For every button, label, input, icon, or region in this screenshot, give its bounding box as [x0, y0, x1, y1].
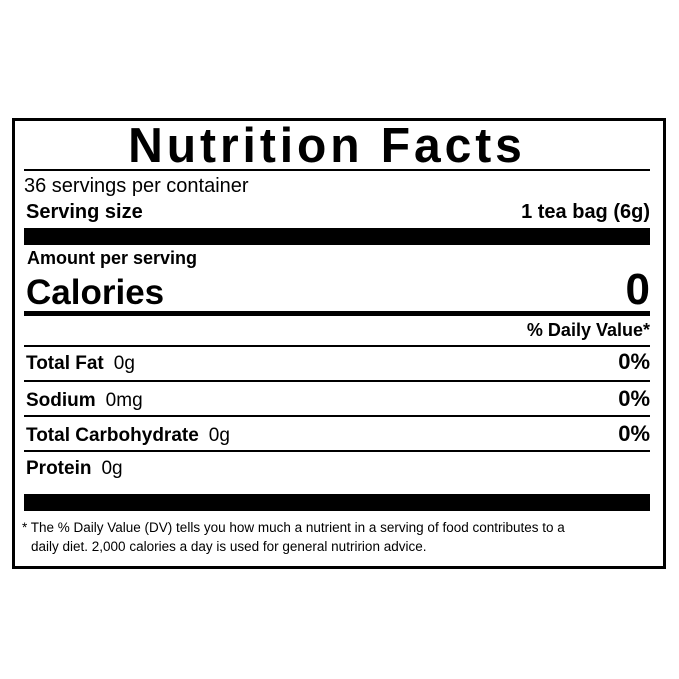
nutrient-dv: 0%	[618, 386, 650, 411]
divider	[24, 345, 650, 347]
serving-size-label: Serving size	[26, 201, 143, 223]
panel-title: Nutrition Facts	[128, 119, 526, 173]
daily-value-header: % Daily Value*	[526, 320, 650, 340]
nutrient-dv: 0%	[618, 349, 650, 374]
nutrient-name: Total Carbohydrate	[26, 425, 199, 446]
calories-label: Calories	[26, 273, 165, 312]
serving-size-value: 1 tea bag (6g)	[521, 201, 650, 223]
nutrient-amount: 0g	[113, 353, 135, 374]
nutrient-dv: 0%	[618, 421, 650, 446]
footnote-line: daily diet. 2,000 calories a day is used…	[31, 539, 427, 554]
serving-size-row: Serving size 1 tea bag (6g)	[26, 201, 650, 223]
divider	[24, 415, 650, 417]
nutrient-amount: 0g	[208, 425, 230, 446]
nutrient-row-total-carbohydrate: Total Carbohydrate 0g 0%	[26, 423, 650, 447]
nutrient-row-sodium: Sodium 0mg 0%	[26, 388, 650, 412]
nutrient-name: Protein	[26, 458, 92, 479]
footnote-line: * The % Daily Value (DV) tells you how m…	[22, 520, 565, 535]
divider	[24, 450, 650, 452]
calories-value: 0	[625, 265, 650, 314]
nutrition-facts-panel	[12, 118, 666, 569]
thick-divider	[24, 494, 650, 511]
thick-divider	[24, 228, 650, 245]
daily-value-header-row: % Daily Value*	[26, 319, 650, 341]
nutrient-name: Total Fat	[26, 353, 104, 374]
divider	[24, 380, 650, 382]
nutrient-row-total-fat: Total Fat 0g 0%	[26, 351, 650, 375]
nutrient-amount: 0mg	[105, 390, 143, 411]
nutrient-row-protein: Protein 0g	[26, 458, 650, 480]
medium-divider	[24, 311, 650, 316]
footnote: * The % Daily Value (DV) tells you how m…	[22, 518, 652, 556]
amount-per-serving: Amount per serving	[27, 248, 198, 268]
calories-row: Calories 0	[26, 265, 650, 314]
divider	[24, 169, 650, 171]
nutrient-amount: 0g	[101, 458, 123, 479]
servings-per-container: 36 servings per container	[24, 175, 249, 197]
nutrient-name: Sodium	[26, 390, 96, 411]
